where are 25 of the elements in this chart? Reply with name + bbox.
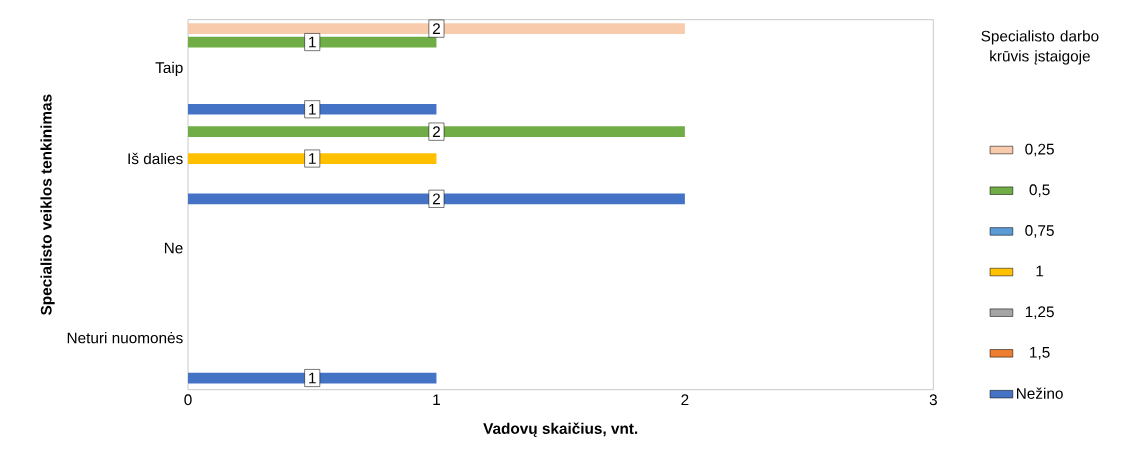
x-tick-label: 2 [681, 394, 689, 406]
x-axis-title: Vadovų skaičius, vnt. [483, 422, 638, 438]
legend-label: 0,25 [1025, 143, 1054, 157]
legend-label: 0,75 [1025, 225, 1054, 238]
data-label: 1 [309, 104, 316, 115]
data-label: 1 [309, 372, 316, 384]
data-label: 2 [432, 193, 440, 205]
y-tick-label: Taip [155, 61, 183, 77]
legend-label: 1,5 [1030, 347, 1050, 360]
legend-label: 1,25 [1025, 306, 1054, 320]
x-tick-label: 3 [929, 394, 937, 406]
data-label: 1 [309, 36, 316, 48]
x-tick-label: 0 [184, 394, 192, 406]
y-tick-label: Neturi nuomonės [67, 332, 183, 344]
data-label: 1 [309, 153, 316, 164]
legend-title: Specialisto darbo krūvis įstaigoje [981, 30, 1099, 65]
legend-label: 0,5 [1029, 184, 1050, 198]
legend-label: 1 [1036, 265, 1044, 277]
y-tick-label: Ne [164, 242, 183, 254]
x-tick-label: 1 [433, 394, 440, 406]
data-label: 2 [432, 126, 440, 138]
data-label: 2 [432, 23, 440, 35]
legend-label: Nežino [1017, 387, 1063, 400]
y-axis-title: Specialisto veiklos tenkinimas [40, 94, 55, 316]
y-tick-label: Iš dalies [128, 153, 183, 165]
